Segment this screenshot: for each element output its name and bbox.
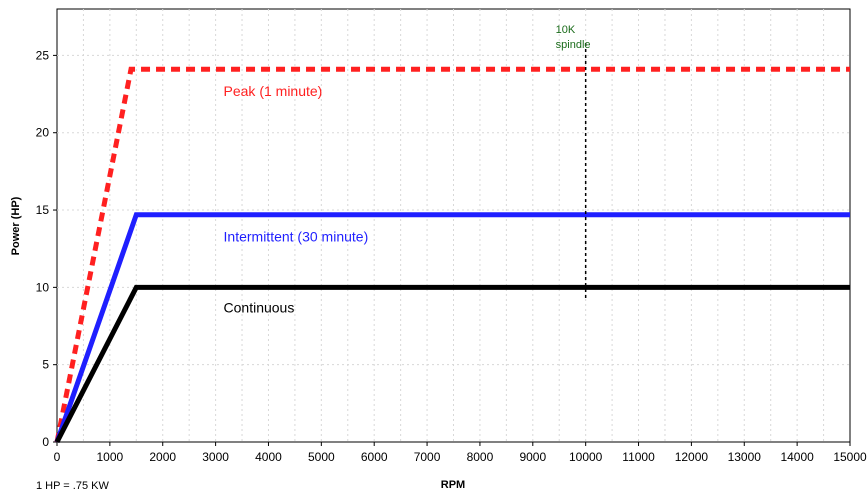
x-tick-label: 9000 [519,450,546,464]
y-tick-label: 5 [42,358,49,372]
x-tick-label: 10000 [569,450,603,464]
x-tick-label: 7000 [414,450,441,464]
x-tick-label: 8000 [467,450,494,464]
y-tick-label: 25 [36,48,50,62]
y-tick-label: 0 [42,435,49,449]
x-tick-label: 14000 [780,450,814,464]
x-tick-label: 0 [54,450,61,464]
x-tick-label: 13000 [728,450,762,464]
y-tick-label: 10 [36,280,50,294]
series-label-peak-1-minute: Peak (1 minute) [224,83,323,99]
series-label-intermittent-30-minute: Intermittent (30 minute) [224,228,369,244]
series-label-continuous: Continuous [224,299,295,315]
x-tick-label: 11000 [622,450,655,464]
y-axis-title: Power (HP) [10,196,22,255]
x-tick-label: 6000 [361,450,388,464]
series-labels: Peak (1 minute) Intermittent (30 minute) C… [224,83,369,316]
x-tick-label: 12000 [675,450,709,464]
x-tick-label: 4000 [255,450,282,464]
y-tick-label: 20 [36,126,50,140]
x-tick-label: 15000 [833,450,867,464]
conversion-note: 1 HP = .75 KW [36,480,109,492]
x-tick-label: 1000 [97,450,124,464]
x-tick-label: 3000 [202,450,229,464]
series-line-peak-1-minute [54,66,850,443]
x-axis-title: RPM [441,479,465,491]
reference-line-group: 10K spindle [556,24,591,300]
x-tick-label: 2000 [149,450,176,464]
series-group [54,66,850,444]
spindle-label: spindle [556,39,591,51]
y-tick-label: 15 [36,203,50,217]
series-line-intermittent-30-minute [54,212,850,443]
series-line-continuous [54,284,850,444]
x-tick-label: 5000 [308,450,335,464]
spindle-label: 10K [556,24,576,36]
axes: 0 1000 2000 3000 4000 5000 6000 7000 8000 9000 100… [36,48,867,464]
